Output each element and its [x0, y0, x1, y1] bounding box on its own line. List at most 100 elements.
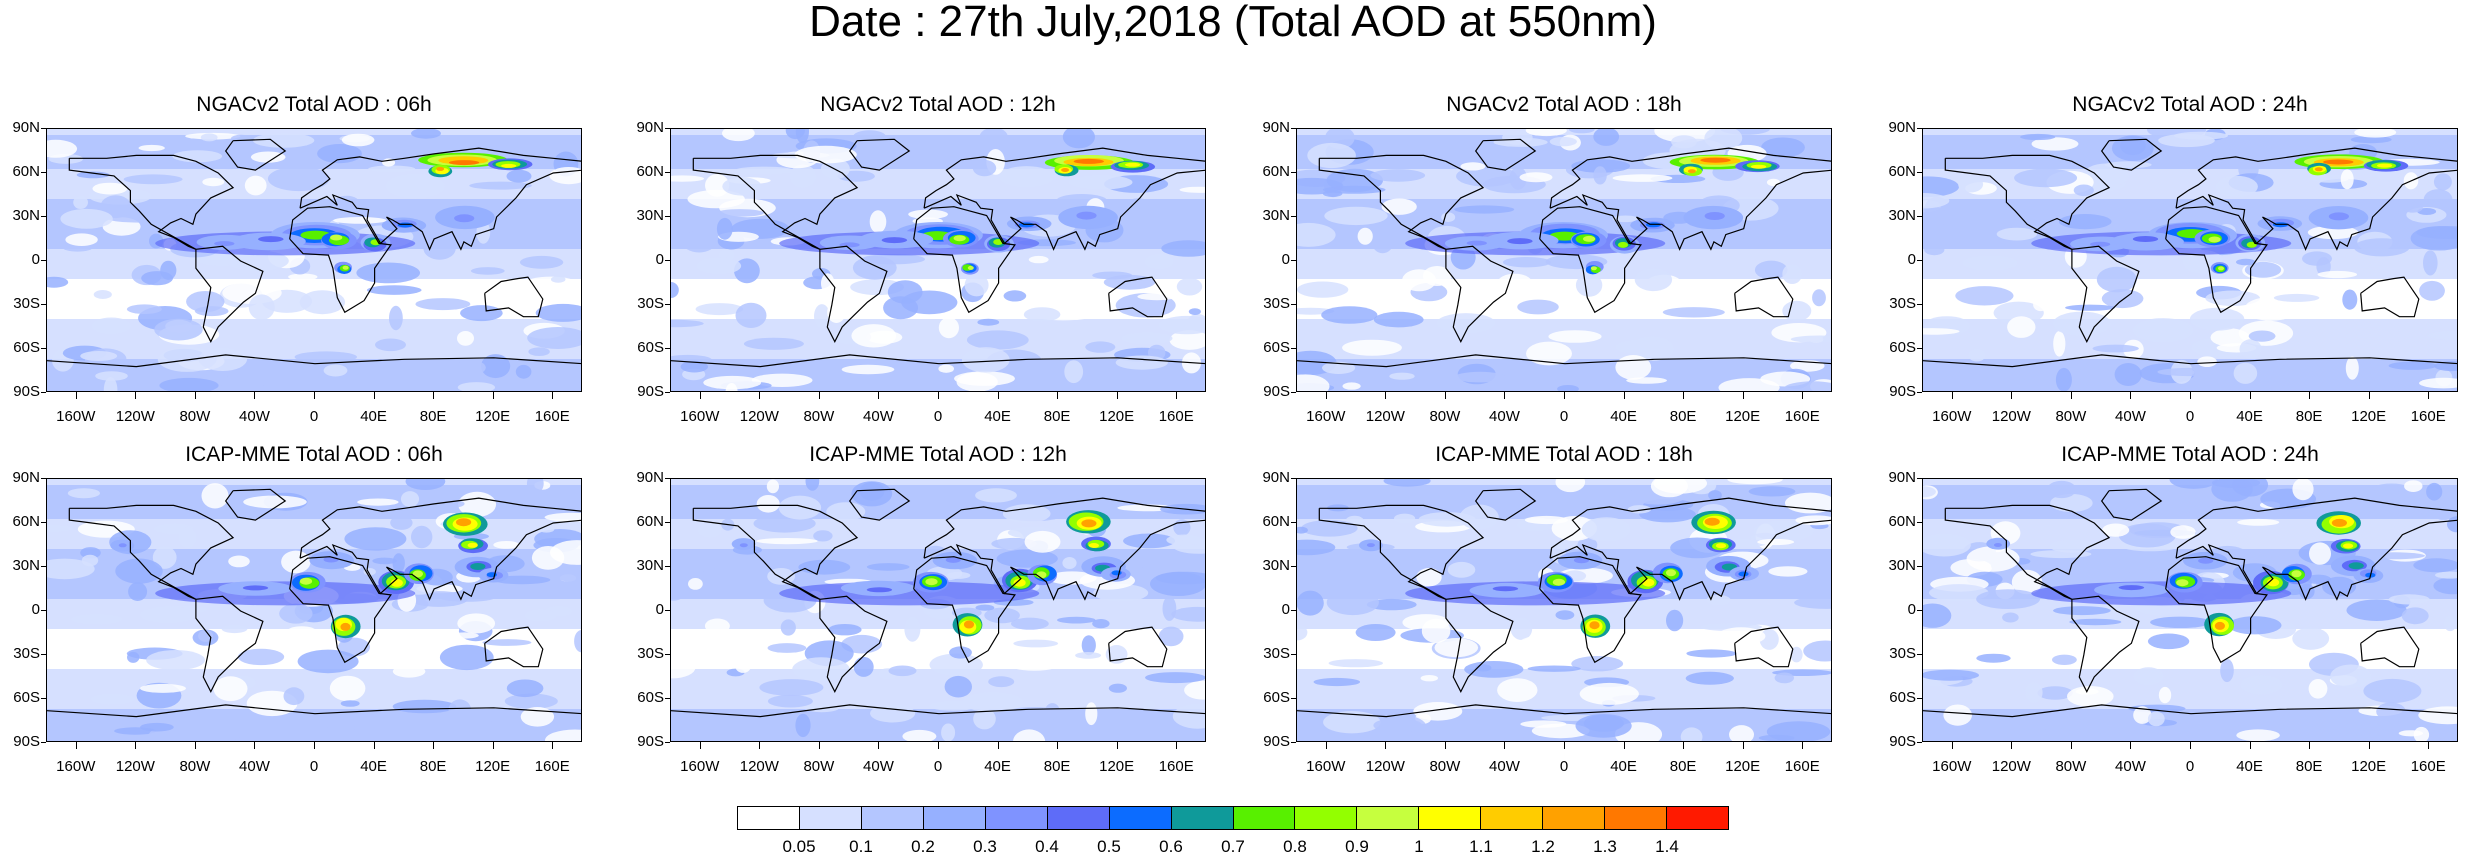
lat-tick-label: 30S — [1889, 645, 1916, 662]
coastline — [2100, 138, 2163, 171]
aod-patch — [1923, 603, 1952, 628]
aod-patch — [1958, 176, 1984, 193]
aod-hotspot — [2323, 159, 2354, 165]
colorbar-label: 0.3 — [973, 837, 997, 856]
aod-patch — [1322, 361, 1356, 374]
aod-patch — [929, 653, 983, 677]
aod-patch — [1013, 729, 1046, 741]
lon-tick — [433, 742, 435, 749]
aod-patch — [317, 144, 362, 164]
lon-tick — [1057, 742, 1059, 749]
aod-hotspot — [925, 578, 938, 586]
aod-patch — [938, 317, 959, 339]
lat-tick-label: 60N — [1262, 163, 1290, 180]
lat-tick — [1291, 478, 1296, 479]
colorbar-label: 0.2 — [911, 837, 935, 856]
aod-patch — [1706, 594, 1731, 606]
lon-tick-label: 160E — [534, 408, 570, 425]
aod-patch — [392, 553, 405, 573]
aod-patch — [80, 547, 101, 559]
aod-patch — [527, 327, 581, 349]
lat-tick-label: 90S — [13, 733, 40, 750]
lon-tick-label: 120W — [1365, 758, 1405, 775]
aod-patch — [70, 613, 123, 625]
aod-patch — [1158, 315, 1205, 335]
aod-patch — [704, 618, 730, 634]
aod-patch — [1524, 515, 1569, 525]
aod-patch — [973, 708, 996, 730]
aod-patch — [460, 305, 503, 322]
aod-patch — [2053, 606, 2111, 616]
aod-patch — [743, 337, 804, 350]
aod-patch — [1324, 206, 1388, 226]
lon-tick — [759, 392, 761, 399]
aod-band — [47, 669, 581, 709]
coastline — [289, 206, 392, 314]
aod-patch — [826, 502, 866, 521]
lat-tick — [1917, 216, 1922, 217]
coastline — [224, 138, 287, 171]
lon-tick — [938, 392, 939, 399]
lon-tick-label: 160W — [680, 758, 720, 775]
aod-hotspot — [1642, 578, 1655, 587]
aod-patch — [526, 479, 544, 494]
lon-tick-label: 80W — [2055, 408, 2087, 425]
aod-patch — [1128, 648, 1155, 659]
coastline — [2360, 276, 2420, 318]
aod-patch — [2147, 633, 2190, 650]
aod-patch — [888, 665, 917, 677]
lon-tick — [2428, 392, 2430, 399]
colorbar-label: 0.5 — [1097, 837, 1121, 856]
lon-tick-label: 120E — [2351, 758, 2387, 775]
lat-tick — [41, 478, 46, 479]
aod-hotspot — [2331, 518, 2347, 527]
colorbar-swatch — [1543, 807, 1606, 829]
aod-patch — [448, 699, 472, 721]
aod-patch — [1326, 589, 1379, 616]
lon-tick-label: 80E — [419, 758, 447, 775]
aod-patch — [1447, 561, 1476, 578]
aod-patch — [159, 377, 219, 391]
lon-tick-label: 80E — [1043, 408, 1071, 425]
aod-patch — [1416, 568, 1442, 587]
aod-patch — [47, 524, 74, 532]
lon-tick-label: 120E — [475, 408, 511, 425]
aod-hotspot — [881, 237, 908, 244]
lon-tick-label: 120W — [115, 408, 155, 425]
aod-patch — [1321, 306, 1378, 324]
panel-title: NGACv2 Total AOD : 18h — [1446, 93, 1682, 116]
aod-patch — [344, 527, 407, 551]
aod-patch — [2150, 616, 2211, 628]
aod-patch — [2118, 523, 2176, 548]
lon-tick-label: 40E — [2236, 758, 2263, 775]
aod-patch — [294, 351, 357, 363]
aod-patch — [1303, 632, 1362, 648]
aod-patch — [1085, 341, 1116, 353]
aod-patch — [228, 555, 250, 568]
lon-tick-label: 80E — [1043, 758, 1071, 775]
aod-patch — [1557, 385, 1579, 391]
lat-tick-label: 30S — [13, 645, 40, 662]
aod-patch — [1923, 669, 1979, 681]
aod-patch — [1003, 290, 1027, 302]
lat-tick — [1291, 304, 1296, 305]
aod-hotspot — [1700, 157, 1731, 163]
aod-patch — [1729, 725, 1754, 741]
aod-patch — [1517, 299, 1559, 315]
aod-patch — [1996, 227, 2038, 241]
aod-patch — [1525, 129, 1567, 137]
aod-patch — [2170, 525, 2196, 539]
lon-tick-label: 80W — [179, 758, 211, 775]
map-panel — [1922, 128, 2458, 392]
aod-patch — [493, 541, 520, 549]
colorbar-label: 1 — [1414, 837, 1424, 856]
lat-tick-label: 90S — [637, 733, 664, 750]
aod-patch — [279, 603, 313, 624]
aod-patch — [95, 371, 128, 381]
aod-patch — [866, 563, 910, 571]
aod-patch — [524, 609, 558, 622]
aod-patch — [60, 208, 113, 229]
aod-patch — [853, 130, 886, 144]
coastline — [2071, 595, 2140, 694]
aod-patch — [1373, 311, 1424, 328]
